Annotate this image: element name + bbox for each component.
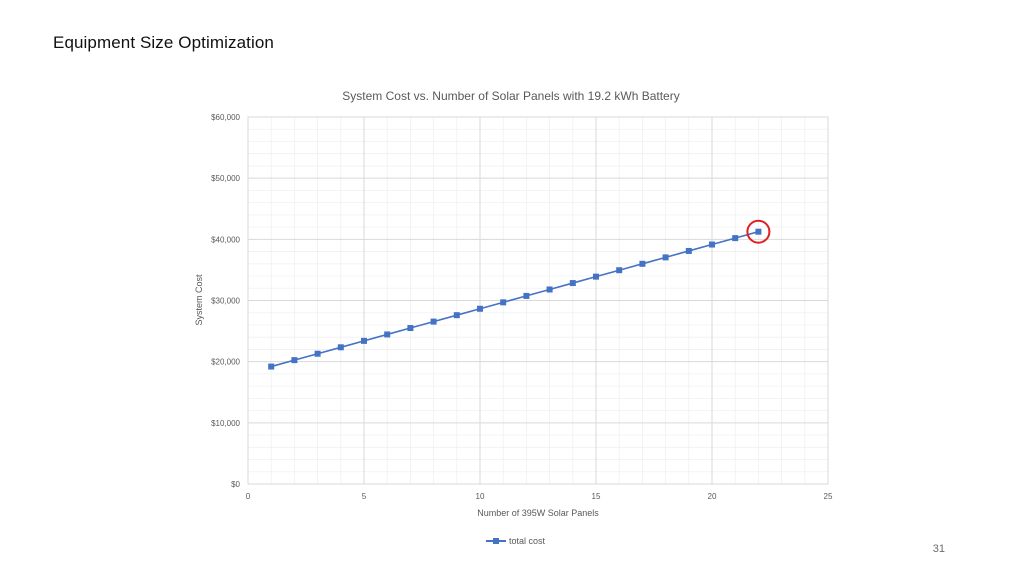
plot-area-border [247, 116, 829, 485]
data-point-marker [291, 357, 298, 364]
x-axis-tick-labels: 0 5 10 15 20 25 [246, 492, 833, 501]
data-point-marker [709, 241, 715, 248]
data-point-marker [407, 325, 414, 332]
series-total-cost [268, 228, 762, 370]
x-tick-label: 5 [362, 492, 367, 501]
data-point-marker [593, 273, 599, 280]
data-point-marker [685, 247, 692, 254]
y-tick-label: $20,000 [211, 358, 240, 367]
major-grid [247, 116, 829, 485]
x-tick-label: 25 [824, 492, 833, 501]
data-point-marker [616, 267, 623, 274]
data-point-marker [453, 312, 460, 319]
y-tick-label: $0 [231, 480, 240, 489]
data-point-marker [546, 286, 553, 293]
legend-marker-icon [493, 538, 499, 544]
data-point-marker [732, 235, 739, 242]
highlight-circle [746, 219, 771, 244]
y-tick-label: $40,000 [211, 235, 240, 244]
data-point-marker [662, 254, 669, 261]
data-point-marker [639, 260, 646, 267]
series-line [270, 230, 759, 368]
data-point-marker [430, 318, 437, 325]
x-tick-label: 20 [708, 492, 717, 501]
data-point-marker [384, 331, 391, 338]
legend: total cost [486, 536, 546, 546]
chart-title: System Cost vs. Number of Solar Panels w… [342, 89, 679, 103]
data-point-marker [500, 299, 507, 306]
highlight-annotations [746, 219, 771, 244]
x-tick-label: 10 [476, 492, 485, 501]
legend-label: total cost [509, 536, 546, 546]
y-tick-label: $50,000 [211, 174, 240, 183]
data-point-marker [361, 337, 367, 344]
data-point-marker [569, 280, 576, 287]
x-axis-label: Number of 395W Solar Panels [477, 508, 599, 518]
y-axis-label: System Cost [194, 274, 204, 326]
x-tick-label: 0 [246, 492, 251, 501]
data-point-marker [755, 228, 762, 235]
data-point-marker [523, 292, 530, 299]
data-point-marker [314, 350, 321, 357]
x-tick-label: 15 [592, 492, 601, 501]
slide-title: Equipment Size Optimization [53, 33, 274, 52]
y-axis-tick-labels: $0 $10,000 $20,000 $30,000 $40,000 $50,000 $60… [211, 113, 240, 489]
data-point-marker [268, 363, 275, 370]
y-tick-label: $30,000 [211, 297, 240, 306]
page-number: 31 [932, 543, 945, 555]
plot-border [247, 116, 829, 485]
y-tick-label: $10,000 [211, 419, 240, 428]
data-point-marker [337, 344, 344, 351]
data-point-marker [477, 305, 483, 312]
y-tick-label: $60,000 [211, 113, 240, 122]
